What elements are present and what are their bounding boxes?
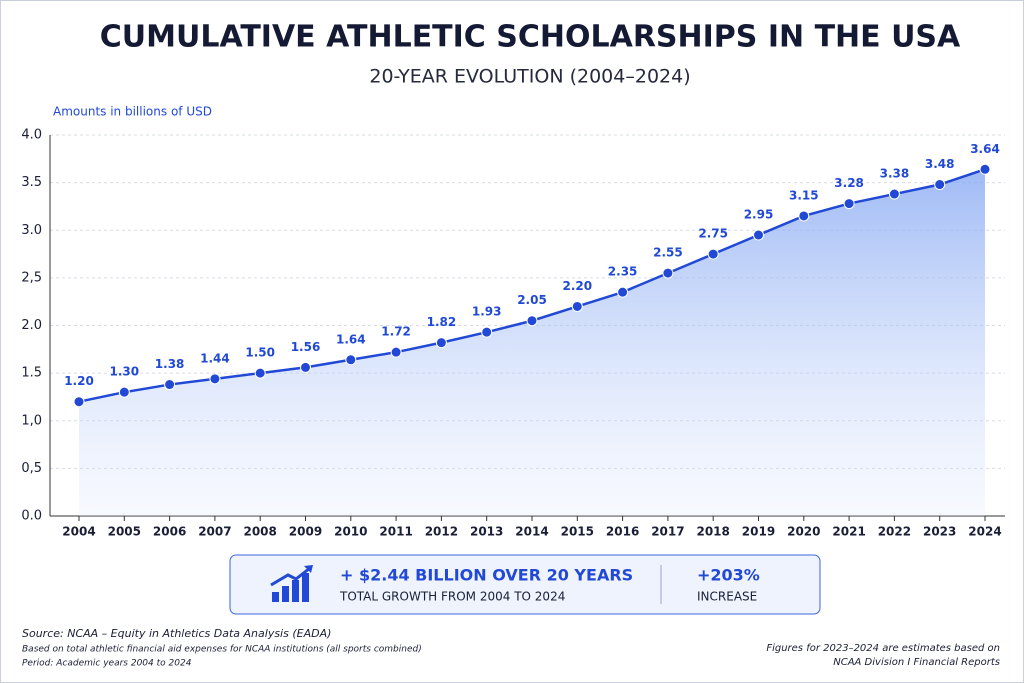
data-label: 3.48 [925,157,955,171]
x-tick-label: 2022 [878,525,911,539]
data-label: 2.55 [653,246,683,260]
callout-percent: +203% [697,566,760,585]
x-tick-label: 2011 [379,525,412,539]
callout-percent-label: INCREASE [697,590,757,604]
data-label: 1.50 [245,346,275,360]
marker [753,229,764,241]
data-label: 1.38 [155,357,185,371]
y-tick-label: 0,5 [21,461,42,476]
x-tick-label: 2014 [515,525,548,539]
data-label: 1.20 [64,374,94,388]
callout-box [229,554,821,615]
data-label: 3.38 [880,167,910,181]
x-tick-label: 2013 [470,525,503,539]
data-label: 1.56 [291,340,321,354]
data-label: 2.05 [517,293,547,307]
data-label: 2.75 [698,227,728,241]
marker [934,179,946,191]
marker [73,396,85,408]
x-tick-label: 2010 [334,525,367,539]
marker [571,300,583,312]
x-tick-label: 2020 [787,525,820,539]
x-tick-label: 2019 [742,525,775,539]
marker [164,379,176,391]
x-tick-label: 2015 [561,525,594,539]
data-label: 2.95 [744,208,774,222]
y-tick-label: 1,0 [21,413,42,428]
chart-subtitle: 20-YEAR EVOLUTION (2004–2024) [369,66,690,88]
marker [798,210,810,222]
marker [617,286,629,298]
data-label: 1.44 [200,351,230,365]
period-note: Period: Academic years 2004 to 2024 [22,659,192,669]
data-label: 2.20 [562,279,592,293]
x-tick-label: 2008 [243,525,276,539]
marker [843,198,855,210]
growth-icon [270,565,313,602]
callout-subline: TOTAL GROWTH FROM 2004 TO 2024 [339,590,565,604]
data-label: 2.35 [608,265,638,279]
marker [345,354,357,366]
area [79,169,985,517]
data-label: 1.82 [427,315,457,329]
chart-title: CUMULATIVE ATHLETIC SCHOLARSHIPS IN THE … [100,20,961,55]
marker [390,346,402,358]
marker [435,337,447,349]
x-tick-label: 2016 [606,525,639,539]
x-tick-label: 2018 [696,525,729,539]
marker [481,326,493,338]
data-label: 1.93 [472,305,502,319]
x-tick-label: 2007 [198,525,231,539]
marker [707,248,719,260]
x-tick-label: 2005 [108,525,141,539]
data-label: 1.64 [336,332,366,346]
y-axis-label: Amounts in billions of USD [53,105,212,119]
x-tick-label: 2024 [968,525,1001,539]
y-tick-label: 0.0 [21,509,42,524]
marker [662,267,674,279]
marker [300,361,311,373]
data-label: 3.28 [834,176,864,190]
data-label: 1.30 [109,365,139,379]
data-label: 3.15 [789,188,819,202]
y-tick-label: 3.0 [21,223,42,238]
y-tick-label: 4.0 [21,128,42,143]
estimate-note: NCAA Division I Financial Reports [833,657,1000,668]
marker [254,367,266,379]
x-tick-label: 2021 [832,525,865,539]
marker [888,188,900,200]
data-label: 3.64 [970,142,1000,156]
y-tick-label: 2,5 [21,270,42,285]
y-tick-label: 2.0 [21,318,42,333]
y-tick-label: 1.5 [21,366,42,381]
estimate-note: Figures for 2023–2024 are estimates base… [766,643,1000,654]
plot: 0.0 0,5 1,0 1.5 2.0 2,5 3.0 3.5 4.0 2004 2005 2006 2… [21,128,1005,539]
x-tick-label: 2017 [651,525,684,539]
x-tick-label: 2004 [62,525,95,539]
marker [118,386,130,398]
marker [526,315,538,327]
x-tick-label: 2023 [923,525,956,539]
source-note: Source: NCAA – Equity in Athletics Data … [22,627,331,640]
x-tick-label: 2012 [425,525,458,539]
basis-note: Based on total athletic financial aid ex… [22,645,422,655]
data-label: 1.72 [381,325,411,339]
x-tick-label: 2006 [153,525,186,539]
marker [209,373,221,385]
callout-headline: + $2.44 BILLION OVER 20 YEARS [340,566,633,585]
x-tick-label: 2009 [289,525,322,539]
y-tick-label: 3.5 [21,175,42,190]
marker [979,163,991,175]
